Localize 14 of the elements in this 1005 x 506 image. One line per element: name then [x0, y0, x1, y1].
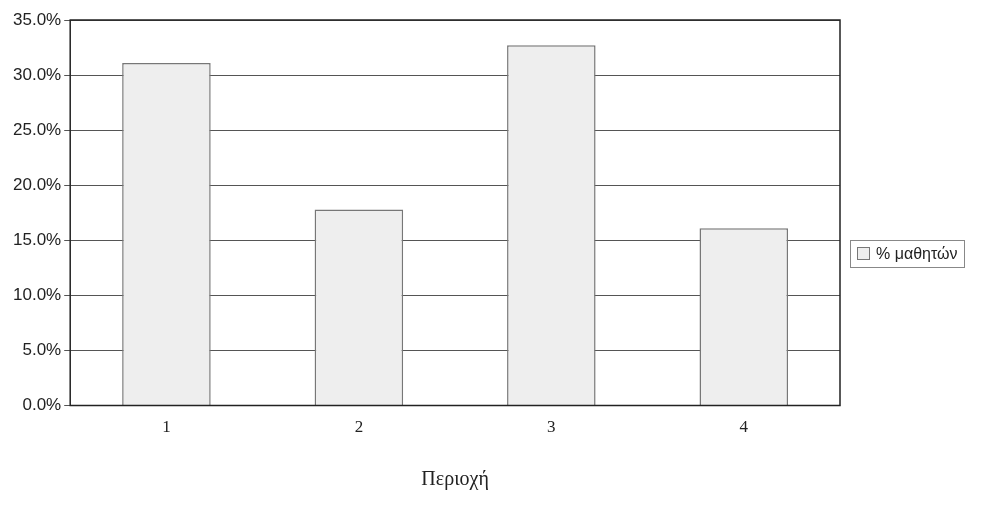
y-tick-label: 10.0% — [13, 285, 62, 305]
y-tick-label: 0.0% — [22, 395, 62, 415]
y-tick-label: 20.0% — [13, 174, 62, 194]
y-tick-label: 15.0% — [13, 230, 62, 250]
x-tick-label: 2 — [354, 417, 364, 437]
x-axis-title: Περιοχή — [421, 467, 489, 491]
x-tick-label: 4 — [739, 417, 749, 437]
y-tick-label: 5.0% — [22, 340, 62, 360]
x-tick-label: 1 — [162, 417, 171, 437]
y-tick-label: 30.0% — [13, 64, 62, 84]
y-tick-label: 35.0% — [13, 9, 62, 29]
x-tick-label: 3 — [547, 417, 556, 437]
y-tick-label: 25.0% — [13, 119, 62, 139]
legend-label: % μαθητών — [876, 245, 958, 262]
